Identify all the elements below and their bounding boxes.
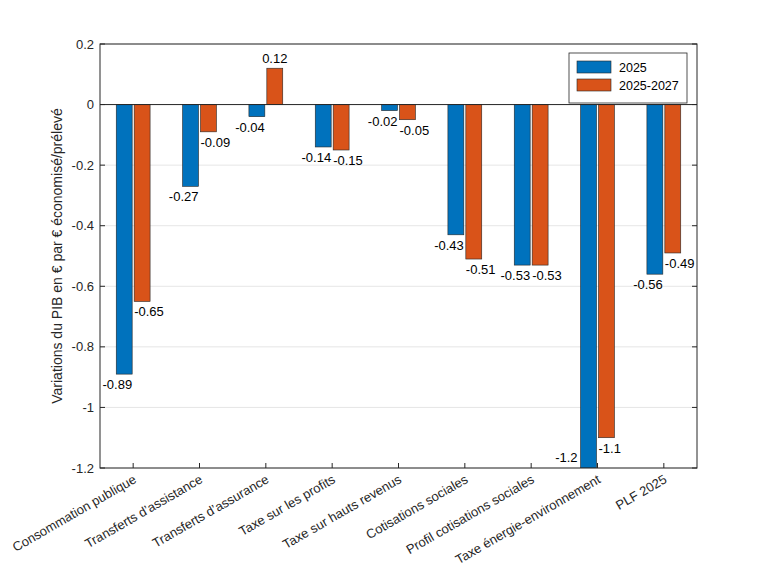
tick-mark <box>332 463 333 468</box>
data-label: -0.51 <box>466 262 496 277</box>
bar <box>581 105 597 468</box>
data-label: -1.1 <box>599 441 621 456</box>
tick-label: -0.4 <box>72 218 94 233</box>
data-label: -0.65 <box>134 304 164 319</box>
data-label: -0.89 <box>103 377 133 392</box>
legend: 2025 2025-2027 <box>569 53 687 103</box>
tick-mark <box>398 463 399 468</box>
tick-label: 0.2 <box>76 37 94 52</box>
tick-mark <box>692 286 697 287</box>
baseline <box>100 104 697 105</box>
tick-mark <box>100 225 105 226</box>
tick-mark <box>100 407 105 408</box>
tick-mark <box>265 463 266 468</box>
bar <box>665 105 681 253</box>
legend-swatch <box>577 79 611 91</box>
tick-mark <box>100 346 105 347</box>
data-labels: -0.89 -0.27 -0.04 -0.14 -0.02 -0.43 -0.53 -1.2 -… <box>103 51 695 465</box>
bar <box>400 105 416 120</box>
tick-mark <box>692 346 697 347</box>
tick-mark <box>597 463 598 468</box>
tick-label: 0 <box>87 97 94 112</box>
data-label: -0.53 <box>501 268 531 283</box>
bar <box>249 105 265 117</box>
bar <box>134 105 150 302</box>
bar <box>267 68 283 104</box>
data-label: -0.53 <box>532 268 562 283</box>
bar <box>466 105 482 259</box>
data-label: -0.02 <box>368 114 398 129</box>
bar <box>333 105 349 150</box>
category-label: Taxe énergie-environnement <box>453 471 604 567</box>
chart: -1.2 -1 -0.8 -0.6 -0.4 -0.2 0 0.2 -0.89 -0.27 -0.0… <box>0 0 768 576</box>
data-label: -0.49 <box>665 256 695 271</box>
data-label: -0.56 <box>633 277 663 292</box>
tick-mark <box>692 225 697 226</box>
bars <box>116 68 681 468</box>
data-label: -0.43 <box>434 238 464 253</box>
tick-mark <box>100 165 105 166</box>
tick-label: -0.2 <box>72 158 94 173</box>
bar <box>532 105 548 266</box>
bar <box>599 105 615 438</box>
tick-mark <box>100 286 105 287</box>
data-label: 0.12 <box>262 51 287 66</box>
bar <box>647 105 663 275</box>
tick-mark <box>692 407 697 408</box>
bar <box>201 105 217 132</box>
bar <box>448 105 464 235</box>
data-label: -0.05 <box>400 123 430 138</box>
tick-mark <box>133 463 134 468</box>
bar <box>183 105 199 187</box>
tick-mark <box>663 463 664 468</box>
category-label: Transferts d’assistance <box>82 472 205 552</box>
tick-mark <box>199 463 200 468</box>
tick-mark <box>692 165 697 166</box>
category-label: Transferts d’assurance <box>150 472 272 551</box>
data-label: -0.09 <box>201 135 231 150</box>
bar <box>514 105 530 266</box>
data-label: -0.04 <box>235 120 265 135</box>
legend-box <box>569 53 687 103</box>
category-label: Consommation publique <box>10 472 139 555</box>
tick-label: -0.6 <box>72 279 94 294</box>
grid <box>100 44 697 468</box>
tick-label: -1.2 <box>72 461 94 476</box>
bar <box>315 105 331 147</box>
bar <box>382 105 398 111</box>
legend-swatch <box>577 61 611 73</box>
grid-line <box>100 104 697 105</box>
data-label: -0.15 <box>333 153 363 168</box>
data-label: -0.14 <box>302 150 332 165</box>
category-label: PLF 2025 <box>613 472 669 513</box>
category-label: Taxe sur hauts revenus <box>280 471 404 551</box>
plot-area <box>100 44 697 468</box>
bar <box>116 105 132 375</box>
axes-frame <box>100 44 697 468</box>
tick-mark <box>464 463 465 468</box>
tick-label: -0.8 <box>72 339 94 354</box>
data-label: -1.2 <box>555 450 577 465</box>
axis-title: Variations du PIB en € par € économisé/p… <box>49 108 65 404</box>
tick-mark <box>531 463 532 468</box>
legend-label: 2025 <box>619 61 647 75</box>
legend-label: 2025-2027 <box>619 79 679 93</box>
tick-label: -1 <box>82 400 94 415</box>
data-label: -0.27 <box>169 189 199 204</box>
